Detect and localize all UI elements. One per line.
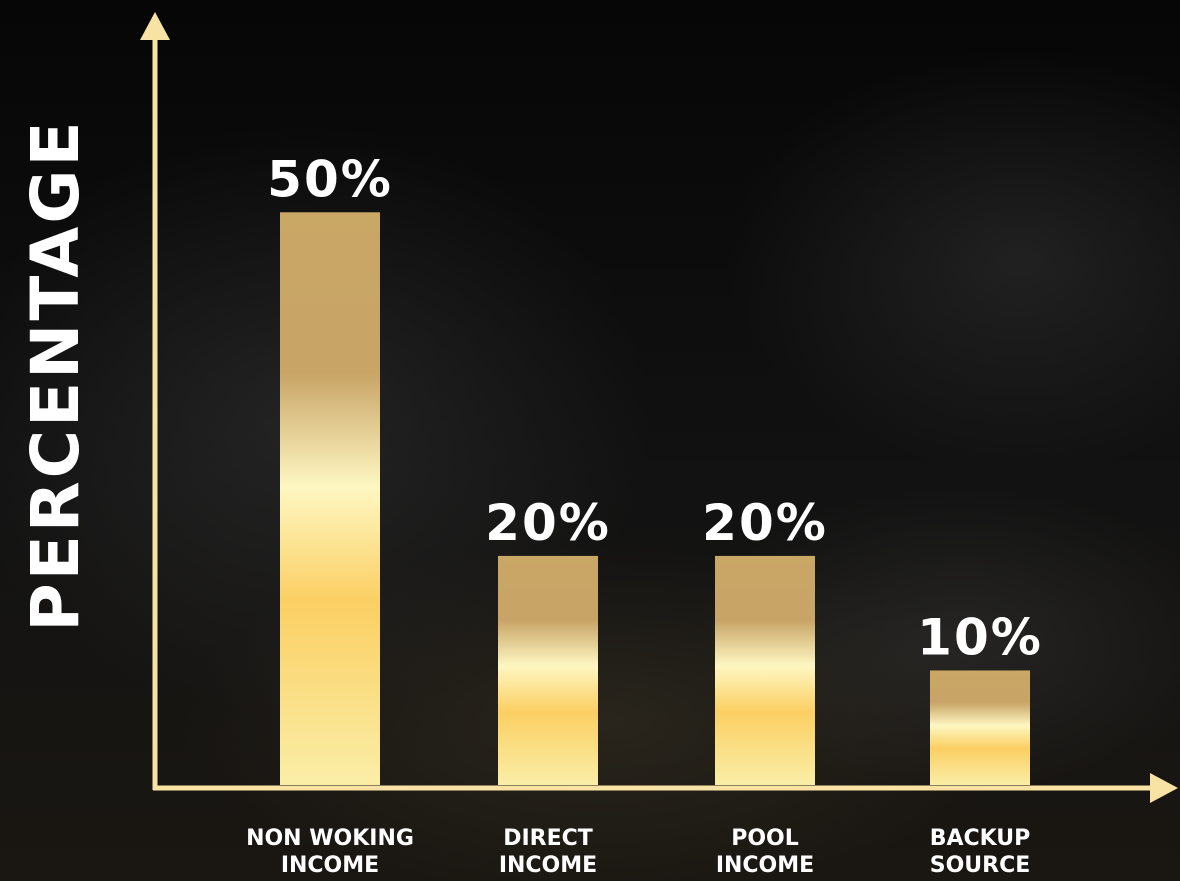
x-axis [153,773,1178,803]
data-label-1: 20% [485,494,611,552]
data-label-3: 10% [917,608,1043,666]
bar-3 [930,670,1030,785]
category-label-0-line-1: INCOME [281,853,379,878]
category-label-0-line-0: NON WOKING [246,826,414,851]
category-label-3-line-1: SOURCE [930,853,1031,878]
data-label-2: 20% [702,494,828,552]
bar-0 [280,212,380,786]
bar-1 [498,555,598,785]
category-label-2-line-1: INCOME [716,853,814,878]
bar-2 [715,555,815,785]
x-axis-arrow-icon [1150,773,1178,803]
category-label-1-line-0: DIRECT [503,826,593,851]
y-axis-arrow-icon [140,12,170,40]
category-label-2-line-0: POOL [731,826,799,851]
y-axis [140,12,170,790]
chart-marks: 50%NON WOKINGINCOME20%DIRECTINCOME20%POO… [246,150,1043,878]
category-label-1-line-1: INCOME [499,853,597,878]
data-label-0: 50% [267,150,393,208]
category-label-3-line-0: BACKUP [930,826,1031,851]
y-axis-label: PERCENTAGE [17,118,94,631]
